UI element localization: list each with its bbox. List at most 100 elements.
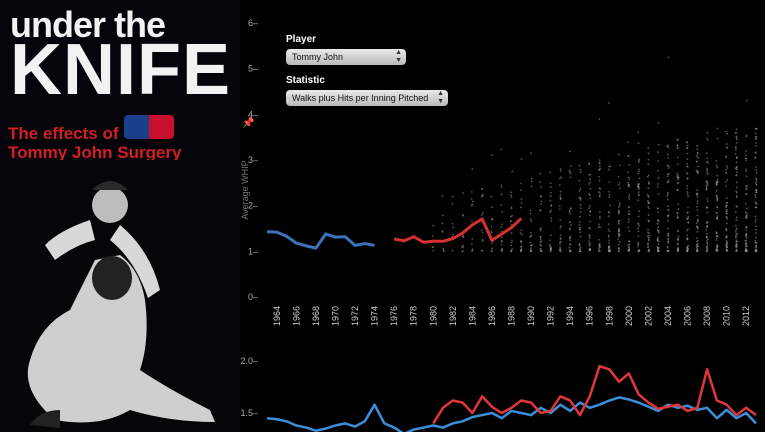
league-dot [530,180,533,182]
league-dot [716,232,718,235]
league-dot [666,175,669,178]
league-dot [667,215,669,217]
y-tick-label: 6– [248,18,258,28]
league-dot [706,157,709,160]
league-dot [706,232,708,235]
league-dot [607,215,610,218]
league-dot [716,199,719,202]
league-dot [677,238,680,241]
league-dot [696,246,698,249]
lower-y-tick-label: 1.5– [240,408,258,418]
league-dot [451,195,454,198]
league-dot [696,248,698,251]
league-dot [725,168,727,171]
subtitle-line-1: The effects of [8,124,119,143]
league-dot [618,235,620,238]
league-dot [519,246,522,249]
league-dot [657,183,659,185]
league-dot [637,131,640,134]
league-dot [695,155,698,158]
league-dot [716,181,719,184]
league-dot [706,173,709,176]
league-dot [686,234,689,237]
y-tick-label: 2– [248,201,258,211]
league-dot [686,229,688,232]
league-dot [529,212,532,215]
x-tick-label: 1996 [585,306,595,326]
x-tick-label: 1990 [526,306,536,326]
league-dot [706,250,708,253]
league-dot [725,239,728,242]
player-whip-lines [266,217,523,250]
league-dot [637,194,640,196]
league-dot [589,210,592,213]
league-dot [745,193,748,196]
x-tick-label: 1992 [546,306,556,326]
league-dot [676,215,679,217]
league-dot [618,187,621,190]
league-dot [628,164,631,166]
league-dot [696,151,699,154]
league-dot [540,238,542,241]
league-dot [598,175,600,178]
league-dot [667,242,669,245]
league-dot [638,183,641,186]
league-dot [578,223,581,226]
league-dot [530,244,533,247]
league-dot [511,214,513,217]
league-dot [471,220,473,222]
league-dot [559,248,562,250]
x-tick-label: 1968 [311,306,321,326]
league-dot [627,205,630,208]
league-dot [745,245,748,247]
league-dot [735,194,738,197]
league-dot [667,146,670,149]
league-dot [462,234,464,237]
league-dot [687,206,689,209]
league-dot [598,242,601,245]
league-dot [676,156,679,159]
league-dot [755,188,758,191]
league-dot [696,148,699,151]
player-select[interactable]: Tommy John ▲ ▼ [286,49,406,65]
y-axis-label: Average WHIP [240,160,250,219]
league-dot [706,245,709,248]
statistic-select[interactable]: Walks plus Hits per Inning Pitched ▲ ▼ [286,90,448,106]
league-dot [568,171,571,174]
league-dot [647,147,650,149]
league-dot [677,249,680,252]
league-dot [549,195,552,197]
league-dot [716,137,719,140]
league-dot [519,232,522,235]
league-dot [608,234,610,237]
league-dot [735,186,738,189]
league-dot [755,183,758,186]
x-tick-label: 2004 [663,306,673,326]
x-tick-label: 1972 [350,306,360,326]
league-dot [726,179,729,181]
league-dot [589,178,592,180]
league-dot [529,218,532,221]
league-dot [755,169,758,172]
league-dot [520,233,523,236]
y-axis: 0– 1– 2– 3– 4– 5– 6– [248,18,258,302]
league-dot [706,139,709,142]
league-dot [666,205,669,207]
league-dot [599,167,602,170]
league-dot [657,250,660,253]
league-dot [734,167,737,170]
league-dot [598,161,601,164]
league-dot [530,177,533,180]
league-dot [589,187,592,190]
league-dot [725,156,727,159]
league-dot [627,183,630,186]
league-dot [627,244,630,247]
league-dot [637,241,640,244]
league-dot [686,177,689,179]
league-dot [588,194,591,197]
league-dot [745,216,748,219]
league-dot [666,173,669,176]
league-dot [754,132,757,135]
league-dot [725,197,728,199]
league-dot [706,221,709,224]
